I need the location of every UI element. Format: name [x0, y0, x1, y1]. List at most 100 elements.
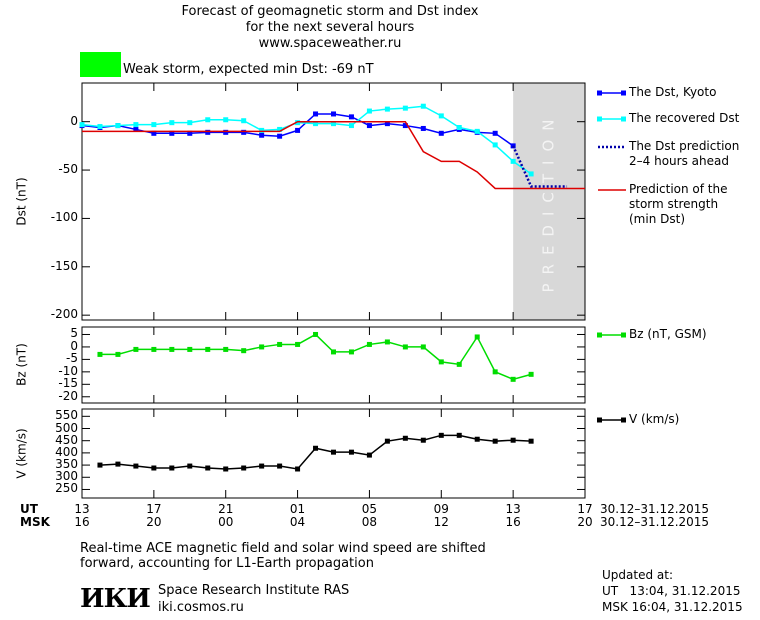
x-tick-label: 17	[146, 502, 162, 516]
ut-label: UT	[20, 502, 38, 516]
marker	[241, 118, 247, 124]
x-tick-label: 21	[218, 502, 234, 516]
marker	[115, 351, 121, 357]
marker	[528, 438, 534, 444]
series-line	[99, 333, 532, 381]
marker	[456, 361, 462, 367]
marker	[438, 359, 444, 365]
note: Real-time ACE magnetic field and solar w…	[80, 541, 486, 571]
marker	[402, 344, 408, 350]
marker	[456, 432, 462, 438]
date-range: 30.12–31.12.2015	[600, 502, 710, 516]
y-axis-label: V (km/s)	[14, 427, 29, 479]
marker	[474, 128, 480, 134]
marker	[492, 369, 498, 375]
x-tick-label: 20	[146, 515, 162, 529]
marker	[115, 461, 121, 467]
legend-label: Bz (nT, GSM)	[629, 327, 707, 341]
y-axis-label: Bz (nT)	[14, 343, 29, 386]
marker	[313, 111, 319, 117]
marker	[313, 331, 319, 337]
date-range: 30.12–31.12.2015	[600, 515, 710, 529]
updated: Updated at:	[602, 568, 673, 582]
marker	[438, 130, 444, 136]
marker	[133, 126, 139, 132]
marker	[151, 346, 157, 352]
marker	[169, 130, 175, 136]
marker	[169, 465, 175, 471]
marker	[366, 123, 372, 129]
x-tick-label: 08	[361, 515, 378, 529]
marker	[420, 437, 426, 443]
marker	[348, 349, 354, 355]
marker	[295, 120, 301, 126]
y-tick-label: 450	[55, 432, 78, 447]
marker	[241, 465, 247, 471]
legend-label: Prediction of the storm strength (min Ds…	[629, 182, 728, 226]
marker	[420, 103, 426, 109]
legend-label: The recovered Dst	[629, 111, 740, 125]
site: iki.cosmos.ru	[158, 600, 244, 615]
series-line	[511, 145, 568, 188]
series-line	[82, 120, 585, 190]
marker	[133, 346, 139, 352]
marker	[223, 129, 229, 135]
marker	[187, 130, 193, 136]
marker	[115, 123, 121, 129]
marker	[205, 129, 211, 135]
marker	[295, 466, 301, 472]
marker	[384, 121, 390, 127]
updated: UT 13:04, 31.12.2015	[602, 584, 741, 598]
marker	[474, 436, 480, 442]
y-axis-label: Dst (nT)	[14, 176, 29, 226]
title: Forecast of geomagnetic storm and Dst in…	[181, 4, 479, 19]
legend-marker	[621, 116, 626, 122]
y-tick-label: -50	[58, 162, 78, 177]
marker	[223, 346, 229, 352]
y-tick-label: 350	[55, 457, 78, 472]
logo: ИКИ	[80, 584, 151, 614]
marker	[420, 125, 426, 131]
marker	[313, 121, 319, 127]
y-tick-label: -20	[58, 388, 78, 403]
marker	[97, 462, 103, 468]
marker	[79, 122, 85, 128]
y-tick-label: -150	[50, 258, 78, 273]
status-swatch	[80, 52, 121, 77]
marker	[331, 111, 336, 117]
marker	[438, 113, 444, 119]
legend-label: The Dst prediction 2–4 hours ahead	[629, 139, 740, 168]
marker	[277, 126, 283, 132]
marker	[151, 130, 157, 136]
x-tick-label: 17	[577, 502, 593, 516]
y-tick-label: -5	[66, 351, 78, 366]
plot-frame	[81, 326, 586, 404]
x-tick-label: 12	[433, 515, 449, 529]
marker	[402, 435, 408, 441]
y-tick-label: -200	[50, 307, 78, 322]
marker	[169, 120, 175, 126]
marker	[366, 108, 372, 114]
marker	[331, 121, 336, 127]
marker	[313, 445, 319, 451]
y-tick-label: 250	[55, 481, 78, 496]
legend-marker	[597, 90, 602, 96]
marker	[510, 158, 516, 164]
marker	[402, 105, 408, 111]
marker	[259, 344, 265, 350]
y-tick-label: -10	[58, 363, 78, 378]
marker	[133, 122, 139, 128]
prediction-label: PREDICTION	[539, 109, 558, 293]
x-tick-label: 01	[289, 502, 306, 516]
marker	[510, 437, 516, 443]
marker	[97, 124, 103, 130]
marker	[492, 142, 498, 148]
marker	[348, 114, 354, 120]
y-tick-label: 400	[55, 444, 78, 459]
x-tick-label: 00	[218, 515, 234, 529]
legend-label: V (km/s)	[629, 412, 680, 426]
legend-marker	[621, 332, 626, 338]
marker	[510, 143, 516, 149]
x-tick-label: 05	[361, 502, 378, 516]
